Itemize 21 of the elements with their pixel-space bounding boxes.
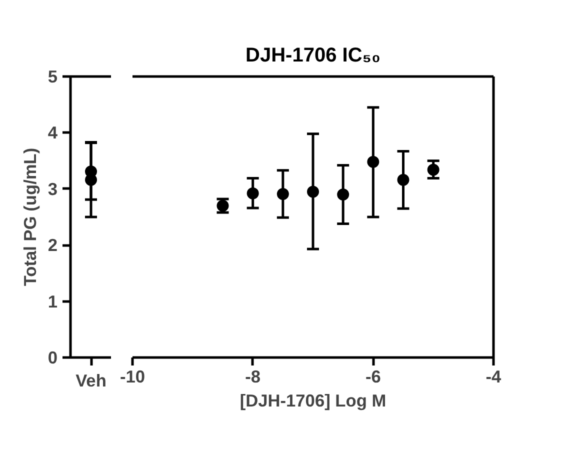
point bbox=[246, 187, 259, 200]
x-tick-label: Veh bbox=[76, 370, 106, 390]
point bbox=[367, 156, 380, 168]
y-tick-label: 3 bbox=[48, 178, 58, 199]
chart-title: DJH-1706 IC₅₀ bbox=[246, 44, 380, 66]
y-tick-label: 4 bbox=[48, 122, 58, 143]
y-axis-title: Total PG (ug/mL) bbox=[20, 148, 40, 286]
point bbox=[307, 186, 319, 198]
y-tick-label: 0 bbox=[48, 348, 58, 368]
x-tick-label: -8 bbox=[245, 366, 261, 386]
x-tick-label: -6 bbox=[365, 366, 382, 386]
x-tick-label: -10 bbox=[120, 366, 146, 386]
y-tick-label: 2 bbox=[48, 235, 58, 256]
point bbox=[276, 188, 289, 200]
y-tick-label: 5 bbox=[48, 66, 58, 86]
x-axis-title: [DJH-1706] Log M bbox=[240, 390, 386, 410]
x-tick-label: -4 bbox=[486, 366, 502, 386]
point bbox=[427, 164, 440, 176]
point bbox=[337, 188, 350, 201]
y-tick-label: 1 bbox=[48, 291, 58, 312]
point bbox=[397, 174, 410, 186]
